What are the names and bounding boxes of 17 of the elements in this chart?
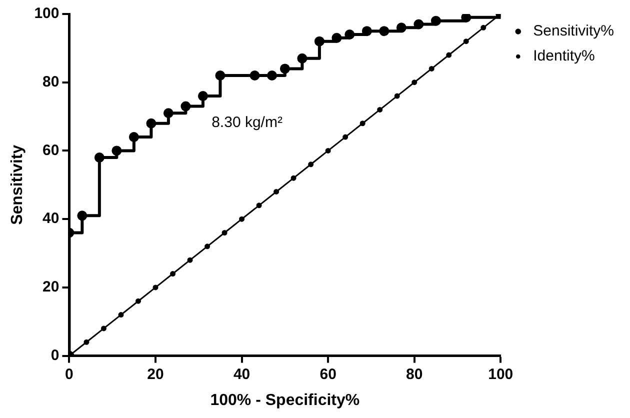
x-axis-title: 100% - Specificity% [210,392,360,409]
y-tick-label: 40 [42,210,60,228]
y-tick-label: 20 [42,278,60,296]
y-tick-label: 80 [42,74,60,90]
x-tick-label: 40 [233,366,250,383]
y-tick-label: 100 [34,5,60,22]
x-tick-label: 100 [488,366,514,383]
x-tick-label: 60 [320,366,336,383]
y-tick-label: 60 [42,142,60,159]
legend-label: Sensitivity% [533,22,614,40]
y-tick-label: 0 [50,346,60,364]
x-tick-label: 0 [65,366,74,383]
y-axis-title: Sensitivity [9,144,26,225]
x-tick-label: 80 [406,366,423,383]
annotation: 8.30 kg/m² [212,114,282,131]
legend-label: Identity% [533,48,595,65]
x-tick-label: 20 [147,366,164,383]
